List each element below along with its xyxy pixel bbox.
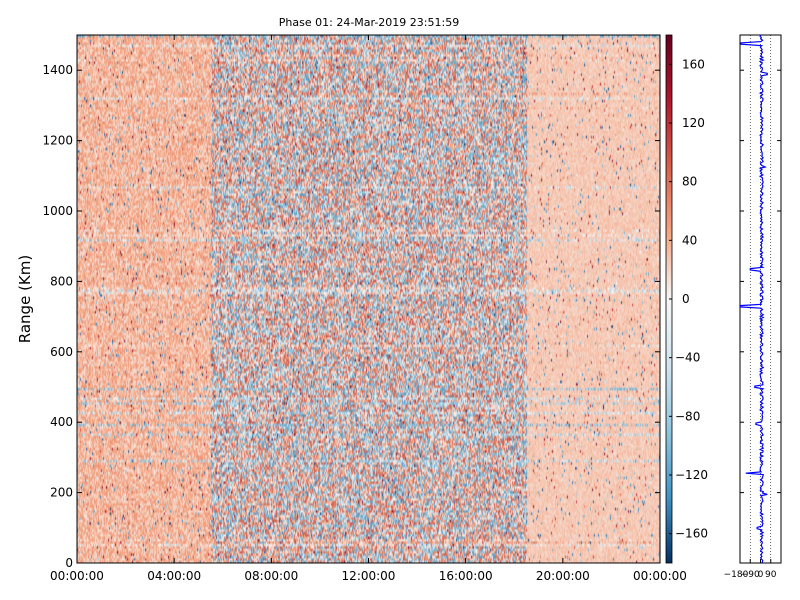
y-tick-label: 600 [50, 345, 73, 359]
profile-panel: −180−900 90 [724, 34, 782, 580]
heatmap-image [77, 35, 660, 563]
y-tick-label: 0 [65, 556, 73, 570]
colorbar-ticks: 160 120 80 40 0 −40 −80 −120 −160 [669, 57, 708, 541]
profile-x-tick-label: −90 [741, 570, 760, 580]
x-tick-label: 08:00:00 [244, 569, 298, 583]
y-tick-label: 1000 [42, 204, 73, 218]
profile-x-axis: −180−900 90 [724, 559, 777, 580]
y-tick-label: 200 [50, 486, 73, 500]
colorbar-tick-label: −40 [675, 351, 700, 365]
heatmap-panel: 00:00:00 04:00:00 08:00:00 12:00:00 16:00:00… [16, 34, 687, 583]
chart-title: Phase 01: 24-Mar-2019 23:51:59 [279, 16, 459, 29]
x-tick-label: 12:00:00 [342, 569, 396, 583]
profile-grid [749, 35, 772, 563]
profile-x-tick-label: −180 [724, 570, 749, 580]
heatmap-y-axis: 0 200 400 600 800 1000 1200 1400 [42, 63, 660, 570]
y-tick-label: 400 [50, 415, 73, 429]
y-tick-label: 800 [50, 274, 73, 288]
x-tick-label: 04:00:00 [147, 569, 201, 583]
colorbar-tick-label: 0 [682, 292, 690, 306]
colorbar-tick-label: 40 [682, 233, 697, 247]
colorbar-tick-label: −120 [675, 468, 708, 482]
x-tick-label: 00:00:00 [50, 569, 104, 583]
x-tick-label: 20:00:00 [536, 569, 590, 583]
y-axis-label: Range (Km) [16, 255, 34, 343]
colorbar-tick-label: −160 [675, 527, 708, 541]
colorbar-tick-label: 80 [682, 175, 697, 189]
profile-x-tick-label: 0 [758, 570, 764, 580]
y-tick-label: 1400 [42, 63, 73, 77]
heatmap-x-axis: 00:00:00 04:00:00 08:00:00 12:00:00 16:00:00… [50, 35, 687, 583]
colorbar-tick-label: −80 [675, 409, 700, 423]
y-tick-label: 1200 [42, 134, 73, 148]
profile-y-axis [740, 69, 781, 564]
colorbar-tick-label: 120 [682, 116, 705, 130]
colorbar-tick-label: 160 [682, 57, 705, 71]
profile-x-tick-label: 90 [765, 570, 777, 580]
colorbar: 160 120 80 40 0 −40 −80 −120 −160 [665, 34, 708, 564]
x-tick-label: 16:00:00 [439, 569, 493, 583]
x-tick-label: 00:00:00 [633, 569, 687, 583]
profile-line [739, 34, 768, 564]
